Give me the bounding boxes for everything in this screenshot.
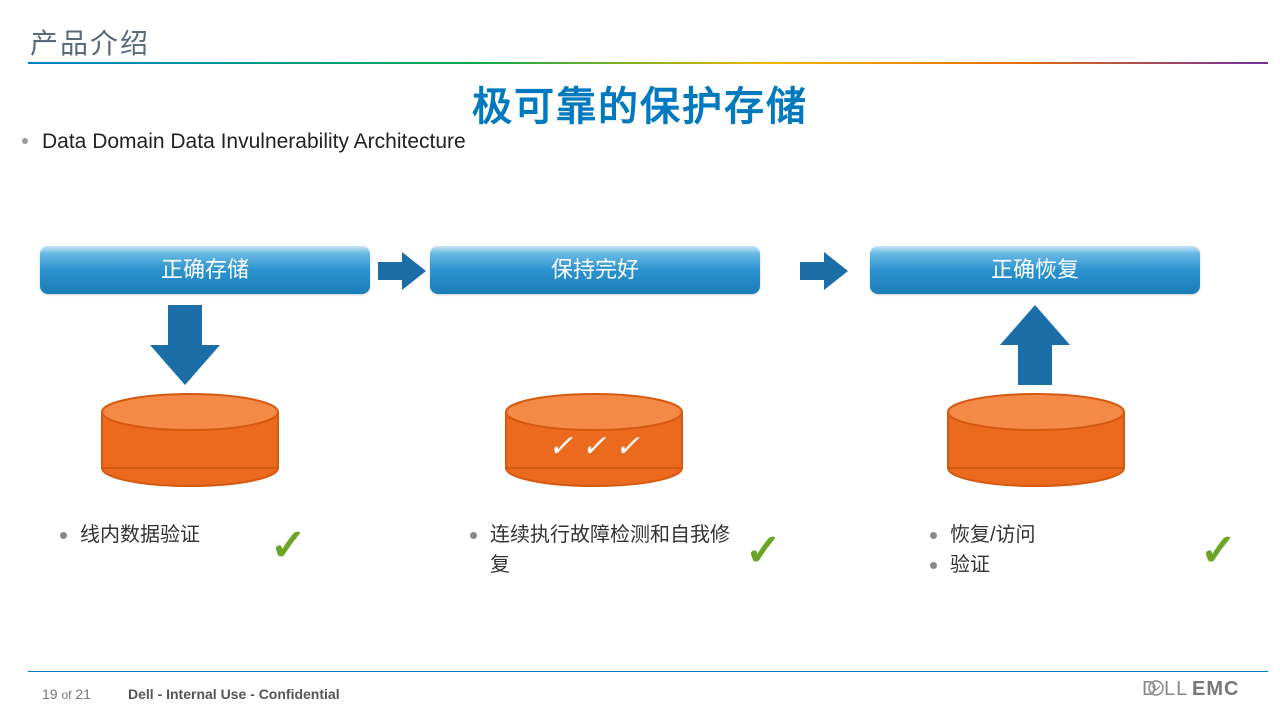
- page-of: of: [61, 688, 71, 702]
- step-pill-store: 正确存储: [40, 246, 370, 294]
- bullet-icon: [22, 138, 28, 144]
- list-item: 验证: [930, 550, 1190, 580]
- subtitle-text: Data Domain Data Invulnerability Archite…: [42, 130, 466, 154]
- section-title: 产品介绍: [30, 22, 150, 62]
- list-item: 连续执行故障检测和自我修复: [470, 520, 730, 580]
- arrow-right-icon: [378, 252, 426, 290]
- title-underline: [28, 62, 1268, 64]
- step3-bullets: 恢复/访问 验证: [930, 520, 1190, 580]
- cylinder-checks-icon: ✓ ✓ ✓: [504, 392, 684, 488]
- footer-rule: [28, 671, 1268, 672]
- arrow-right-icon: [800, 252, 848, 290]
- confidential-label: Dell - Internal Use - Confidential: [128, 686, 340, 702]
- check-icon: ✓: [1200, 525, 1237, 576]
- page-current: 19: [42, 686, 58, 702]
- cylinder-icon: [946, 392, 1126, 488]
- check-icon: ✓: [745, 525, 782, 576]
- list-item: 恢复/访问: [930, 520, 1190, 550]
- page-number: 19 of 21: [42, 686, 91, 702]
- dell-emc-logo: D LL EMC: [1142, 676, 1252, 706]
- page-total: 21: [75, 686, 91, 702]
- step-pill-keep: 保持完好: [430, 246, 760, 294]
- svg-text:EMC: EMC: [1192, 678, 1239, 700]
- check-icon: ✓: [270, 520, 307, 571]
- slide: 产品介绍 极可靠的保护存储 Data Domain Data Invulnera…: [0, 0, 1280, 720]
- arrow-down-icon: [150, 305, 220, 385]
- svg-text:✓ ✓ ✓: ✓ ✓ ✓: [548, 430, 640, 463]
- step2-bullets: 连续执行故障检测和自我修复: [470, 520, 730, 580]
- cylinder-icon: [100, 392, 280, 488]
- main-title: 极可靠的保护存储: [0, 74, 1280, 132]
- arrow-up-icon: [1000, 305, 1070, 385]
- step-pill-recover: 正确恢复: [870, 246, 1200, 294]
- svg-text:LL: LL: [1164, 678, 1188, 700]
